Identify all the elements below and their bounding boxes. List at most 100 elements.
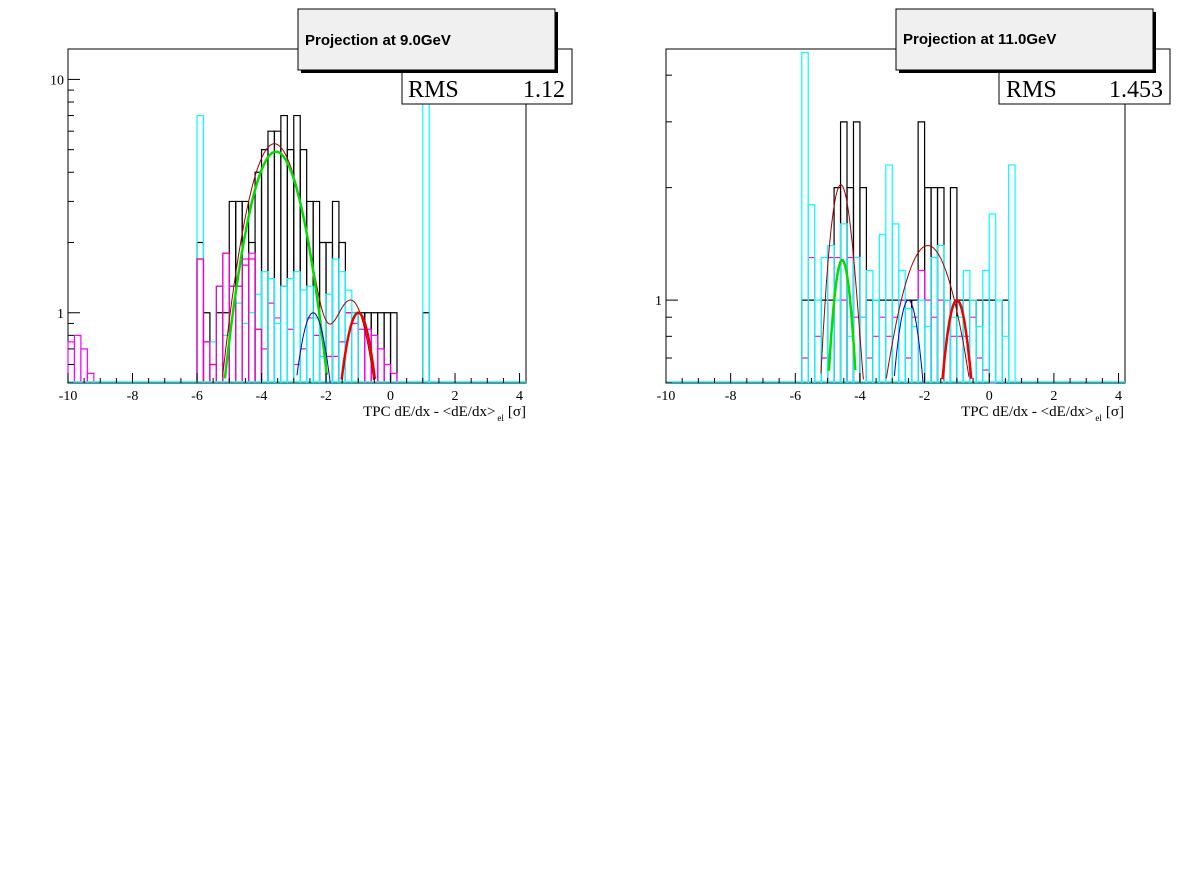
histogram-bin bbox=[930, 316, 939, 383]
histogram-bin bbox=[260, 348, 269, 383]
histogram-bin bbox=[898, 299, 906, 383]
histogram-bin bbox=[839, 223, 848, 383]
histogram-bin bbox=[267, 278, 276, 383]
histogram-bin bbox=[241, 264, 250, 383]
histogram-bin bbox=[306, 285, 314, 383]
histogram-bin bbox=[215, 285, 224, 383]
histogram-bin bbox=[936, 187, 945, 383]
histogram-bin bbox=[930, 187, 939, 383]
histogram-bin bbox=[814, 335, 822, 383]
histogram-bin bbox=[196, 258, 205, 383]
x-tick-label: -2 bbox=[320, 389, 332, 404]
histogram-bin bbox=[801, 299, 809, 383]
histogram-bin bbox=[293, 271, 301, 383]
chart-panel-left: -10 -8 -6 -4 -2 0 2 4 1 10 RMS 1.12 Projection at… bbox=[50, 8, 573, 423]
plot-area bbox=[67, 48, 526, 383]
x-tick-label: 4 bbox=[1115, 389, 1122, 404]
histogram-bin bbox=[235, 285, 243, 383]
histogram-bin bbox=[248, 312, 256, 383]
histogram-bin bbox=[86, 372, 95, 383]
histogram-bin bbox=[286, 328, 295, 383]
histogram-bin bbox=[878, 316, 887, 383]
histogram-bin bbox=[865, 357, 874, 383]
histogram-bin bbox=[807, 204, 816, 383]
histogram-bin bbox=[904, 299, 913, 383]
histogram-bin bbox=[865, 269, 874, 383]
plot-frame bbox=[67, 48, 527, 384]
histogram-bin bbox=[331, 355, 340, 383]
histogram-bin bbox=[865, 299, 874, 383]
histogram-bin bbox=[196, 241, 205, 383]
histogram-bin bbox=[923, 325, 932, 383]
axes: -10 -8 -6 -4 -2 0 2 4 1 bbox=[655, 74, 1122, 404]
histogram-bin bbox=[209, 341, 217, 383]
histogram-bin bbox=[293, 114, 301, 383]
histogram-bin bbox=[911, 299, 919, 383]
histogram-bin bbox=[351, 312, 359, 383]
histogram-bin bbox=[1008, 164, 1016, 383]
histogram-bin bbox=[801, 51, 809, 383]
histogram-bin bbox=[949, 335, 958, 383]
histogram-series bbox=[801, 51, 1016, 383]
histogram-bin bbox=[956, 335, 964, 383]
histogram-bin bbox=[422, 312, 430, 383]
histogram-bin bbox=[839, 121, 848, 383]
chart-panel-right: -10 -8 -6 -4 -2 0 2 4 1 RMS 1.453 Projection at … bbox=[655, 8, 1171, 423]
histogram-bin bbox=[331, 258, 340, 383]
axes: -10 -8 -6 -4 -2 0 2 4 1 10 bbox=[50, 73, 523, 404]
histogram-bin bbox=[807, 256, 816, 383]
histogram-bin bbox=[312, 317, 321, 383]
histogram-bin bbox=[306, 200, 314, 383]
histogram-bin bbox=[872, 299, 880, 383]
histogram-bin bbox=[241, 322, 250, 383]
histogram-bin bbox=[67, 341, 76, 383]
histogram-bin bbox=[351, 322, 359, 383]
fit-curve bbox=[941, 298, 973, 380]
title-box: Projection at 11.0GeV bbox=[895, 8, 1156, 73]
x-tick-label: -10 bbox=[59, 389, 78, 404]
histogram-bin bbox=[299, 348, 308, 383]
histogram-bin bbox=[839, 299, 848, 383]
histogram-bin bbox=[202, 312, 211, 383]
fit-curve bbox=[222, 143, 375, 381]
stats-value: 1.12 bbox=[523, 77, 565, 103]
histogram-bin bbox=[995, 299, 1003, 383]
histogram-bin bbox=[801, 357, 809, 383]
histogram-bin bbox=[267, 130, 276, 383]
histogram-bin bbox=[898, 299, 906, 383]
histogram-bin bbox=[280, 285, 288, 383]
histogram-bin bbox=[923, 299, 932, 383]
histogram-bin bbox=[254, 328, 263, 383]
fit-curve bbox=[223, 150, 329, 379]
histogram-bin bbox=[273, 322, 282, 383]
x-tick-label: 0 bbox=[387, 389, 394, 404]
histogram-bin bbox=[807, 299, 816, 383]
histogram-bin bbox=[73, 334, 82, 383]
histogram-bin bbox=[273, 130, 282, 383]
y-tick-label: 1 bbox=[57, 307, 64, 322]
stats-value: 1.453 bbox=[1109, 77, 1163, 103]
y-tick-label: 1 bbox=[655, 294, 662, 309]
histogram-bin bbox=[215, 285, 224, 383]
stats-label: RMS bbox=[408, 77, 459, 103]
histogram-bin bbox=[248, 252, 256, 383]
histogram-bin bbox=[215, 312, 224, 383]
histogram-bin bbox=[1001, 299, 1010, 383]
histogram-bin bbox=[235, 302, 243, 383]
x-tick-label: -6 bbox=[191, 389, 203, 404]
histogram-bin bbox=[878, 299, 887, 383]
y-tick-label: 10 bbox=[50, 73, 64, 88]
histogram-bin bbox=[306, 317, 314, 383]
histogram-bin bbox=[312, 334, 321, 383]
histogram-bin bbox=[357, 328, 366, 383]
histogram-bin bbox=[389, 312, 398, 383]
stats-label: RMS bbox=[1006, 77, 1057, 103]
x-tick-label: -10 bbox=[657, 389, 676, 404]
histogram-bin bbox=[331, 200, 340, 383]
histogram-bin bbox=[975, 325, 984, 383]
histogram-bin bbox=[254, 328, 263, 383]
histogram-bin bbox=[891, 223, 900, 383]
histogram-bin bbox=[814, 299, 822, 383]
x-tick-label: -6 bbox=[789, 389, 801, 404]
